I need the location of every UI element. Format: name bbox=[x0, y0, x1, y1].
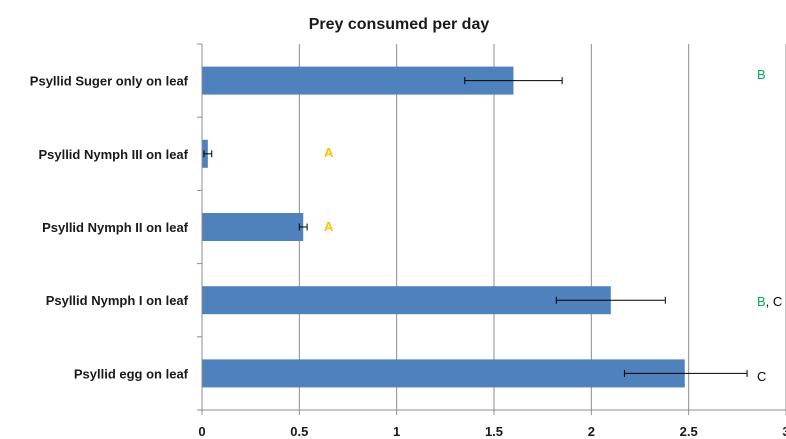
category-label: Psyllid Nymph I on leaf bbox=[46, 293, 189, 308]
significance-letter-part: C bbox=[757, 369, 766, 384]
significance-letter: C bbox=[757, 369, 766, 384]
bar bbox=[202, 359, 685, 388]
significance-letter-part: B bbox=[757, 294, 766, 309]
category-label: Psyllid Nymph II on leaf bbox=[42, 220, 189, 235]
axes bbox=[197, 43, 786, 415]
category-label: Psyllid egg on leaf bbox=[74, 366, 189, 381]
error-bars bbox=[203, 77, 748, 377]
bar-series bbox=[202, 66, 685, 388]
x-tick-label: 1.5 bbox=[485, 424, 503, 439]
bar bbox=[202, 286, 611, 315]
significance-letter-part: , C bbox=[766, 294, 783, 309]
x-tick-label: 2.5 bbox=[680, 424, 698, 439]
category-label: Psyllid Suger only on leaf bbox=[30, 74, 189, 89]
significance-letter: A bbox=[324, 145, 334, 160]
x-tick-label: 1 bbox=[393, 424, 400, 439]
bar bbox=[202, 66, 514, 95]
chart-title: Prey consumed per day bbox=[309, 16, 490, 33]
x-tick-label: 2 bbox=[588, 424, 595, 439]
significance-letter-part: A bbox=[324, 219, 334, 234]
category-labels: Psyllid Suger only on leaf Psyllid Nymph … bbox=[30, 74, 189, 382]
significance-letter-part: A bbox=[324, 145, 334, 160]
significance-letter: B bbox=[757, 67, 766, 82]
significance-letter: B, C bbox=[757, 294, 782, 309]
significance-letter-part: B bbox=[757, 67, 766, 82]
gridlines bbox=[298, 44, 786, 410]
x-tick-labels: 0 0.5 1 1.5 2 2.5 3 bbox=[198, 424, 786, 439]
x-tick-label: 0.5 bbox=[290, 424, 308, 439]
significance-letter: A bbox=[324, 219, 334, 234]
x-tick-label: 3 bbox=[782, 424, 786, 439]
category-label: Psyllid Nymph III on leaf bbox=[38, 147, 188, 162]
bar bbox=[202, 213, 304, 241]
x-tick-label: 0 bbox=[198, 424, 205, 439]
